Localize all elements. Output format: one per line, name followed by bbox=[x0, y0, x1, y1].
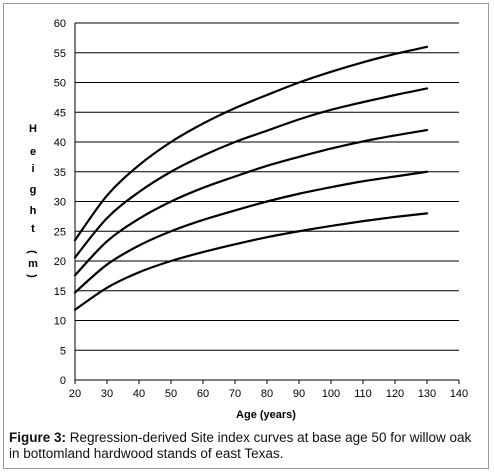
x-axis-title: Age (years) bbox=[236, 409, 296, 421]
x-tick-label: 60 bbox=[197, 388, 209, 400]
x-tick-label: 140 bbox=[450, 388, 468, 400]
y-tick-label: 45 bbox=[54, 107, 66, 119]
y-tick-label: 5 bbox=[60, 345, 66, 357]
grid-lines bbox=[75, 22, 459, 351]
y-tick-label: 35 bbox=[54, 167, 66, 179]
caption-text: Regression-derived Site index curves at … bbox=[9, 430, 472, 461]
tick-labels: 0 5 10 15 20 25 30 35 40 45 50 55 60 20 30 40 50 60 70 80 90… bbox=[54, 18, 468, 400]
x-tick-label: 130 bbox=[418, 388, 436, 400]
x-tick-label: 50 bbox=[165, 388, 177, 400]
site-index-curve-1 bbox=[73, 212, 429, 311]
site-index-curve-2 bbox=[73, 170, 429, 294]
y-tick-label: 20 bbox=[54, 256, 66, 268]
y-tick-label: 25 bbox=[54, 226, 66, 238]
x-tick-label: 20 bbox=[69, 388, 81, 400]
site-index-curve-3 bbox=[73, 129, 429, 277]
figure-frame bbox=[3, 3, 489, 469]
y-axis-title-glyph: ) bbox=[26, 274, 38, 278]
x-tick-label: 30 bbox=[101, 388, 113, 400]
y-tick-label: 55 bbox=[54, 48, 66, 60]
y-axis-title-glyph: t bbox=[31, 223, 35, 235]
x-tick-label: 80 bbox=[261, 388, 273, 400]
x-tick-label: 70 bbox=[229, 388, 241, 400]
caption-label: Figure 3: bbox=[9, 430, 67, 445]
y-axis-title-glyph: g bbox=[30, 184, 37, 196]
x-tick-label: 120 bbox=[386, 388, 404, 400]
x-tick-label: 100 bbox=[322, 388, 340, 400]
y-axis-title-glyph: ( bbox=[26, 250, 38, 254]
y-tick-label: 40 bbox=[54, 137, 66, 149]
x-tick-label: 110 bbox=[354, 388, 372, 400]
site-index-curve-5 bbox=[73, 45, 429, 242]
y-tick-label: 30 bbox=[54, 197, 66, 209]
series-lines bbox=[73, 45, 429, 311]
y-axis-title-glyph: i bbox=[31, 163, 34, 175]
y-tick-label: 15 bbox=[54, 286, 66, 298]
y-axis-title-glyph: e bbox=[30, 146, 36, 158]
y-tick-label: 60 bbox=[54, 18, 66, 30]
y-tick-label: 50 bbox=[54, 78, 66, 90]
axes bbox=[74, 23, 460, 384]
x-tick-label: 90 bbox=[293, 388, 305, 400]
y-tick-label: 10 bbox=[54, 316, 66, 328]
y-tick-label: 0 bbox=[60, 375, 66, 387]
y-axis-title-glyph: m bbox=[28, 258, 38, 270]
y-axis-title-glyph: h bbox=[30, 205, 37, 217]
figure-caption: Figure 3: Regression-derived Site index … bbox=[9, 430, 485, 462]
site-index-chart: 0 5 10 15 20 25 30 35 40 45 50 55 60 20 30 40 50 60 70 80 90… bbox=[26, 18, 468, 421]
x-tick-label: 40 bbox=[133, 388, 145, 400]
y-axis-title-glyph: H bbox=[29, 123, 37, 135]
site-index-curve-4 bbox=[73, 87, 429, 259]
